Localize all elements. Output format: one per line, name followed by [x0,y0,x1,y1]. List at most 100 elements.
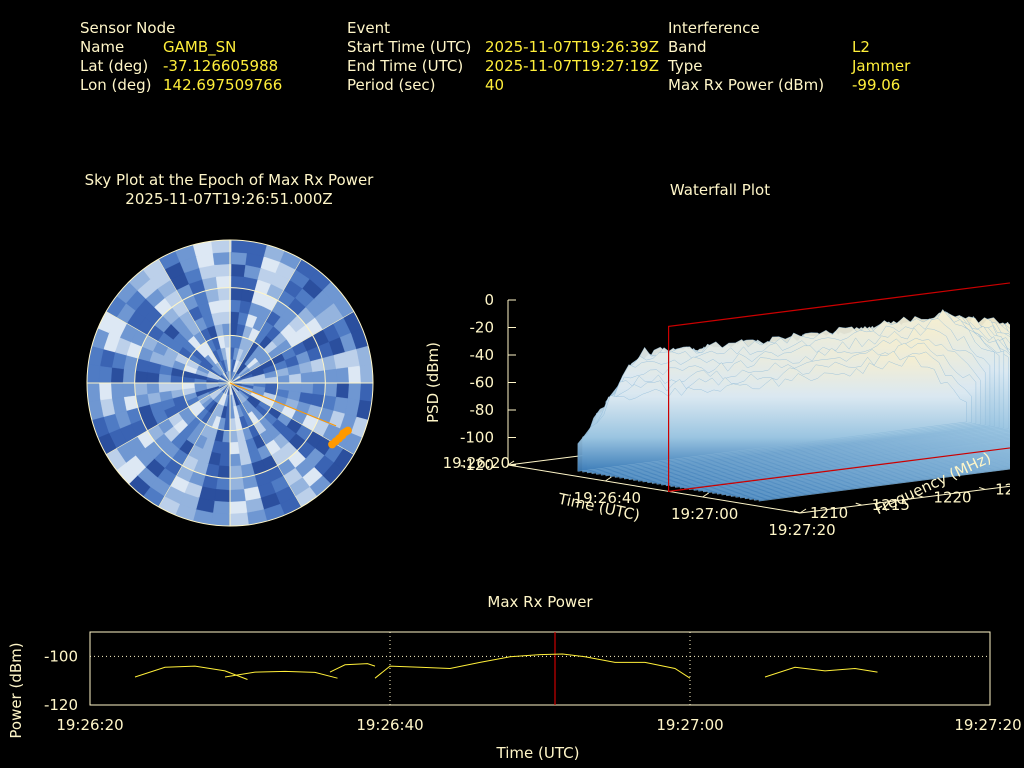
sky-azimuth-line [106,311,231,384]
maxrx-x-tick-label: 19:27:20 [954,716,1021,734]
sky-bearing-line [229,382,337,427]
sensor-node-heading: Sensor Node [80,19,176,37]
waterfall-z-tick-label: 0 [484,291,494,309]
interference-type-label: Type [668,57,703,75]
sky-azimuth-line [158,259,231,384]
interference-heading: Interference [668,19,760,37]
waterfall-z-tick-label: -60 [470,374,495,392]
sky-cell [336,367,350,385]
interference-maxrx-label: Max Rx Power (dBm) [668,76,825,94]
event-heading: Event [347,19,390,37]
sky-cell [134,381,148,396]
sky-cell [211,240,232,254]
waterfall-time-tick-label: 19:26:20 [443,454,510,472]
interference-band-label: Band [668,38,707,56]
maxrx-title: Max Rx Power [487,593,593,611]
waterfall-z-tick-label: -100 [460,429,494,447]
sky-plot [86,239,374,527]
maxrx-series-segment [329,663,376,673]
waterfall-surface-ridge [577,356,967,472]
maxrx-x-tick-label: 19:26:40 [356,716,423,734]
interference-maxrx-value: -99.06 [852,76,901,94]
sensor-lon-value: 142.697509766 [163,76,283,94]
sensor-lat-label: Lat (deg) [80,57,149,75]
event-period-label: Period (sec) [347,76,436,94]
sky-cell [218,298,231,313]
waterfall-z-tick-label: -80 [470,401,495,419]
sky-azimuth-line [229,259,302,384]
sky-cell [122,381,136,398]
waterfall-time-tick [799,508,807,514]
sky-azimuth-line [229,311,354,384]
sky-cell [220,310,231,325]
waterfall-z-tick-label: -20 [470,319,495,337]
sky-cell [359,382,373,404]
sky-cell [110,381,124,399]
waterfall-title: Waterfall Plot [669,181,771,199]
sensor-name-value: GAMB_SN [163,38,237,56]
waterfall-time-tick [605,476,612,482]
sky-track-point [328,440,337,449]
maxrx-y-label: Power (dBm) [7,642,25,738]
sky-cell [228,465,243,479]
sky-cell [228,477,245,491]
waterfall-z-tick-label: -120 [460,456,494,474]
sky-cell [209,512,231,526]
sky-cell [217,287,232,301]
sky-cell [228,489,246,503]
sky-cell [359,364,373,385]
event-start-label: Start Time (UTC) [347,38,472,56]
waterfall-time-tick-label: 19:26:40 [574,489,641,507]
waterfall-time-tick-label: 19:27:00 [671,505,738,523]
maxrx-series-segment [374,653,691,679]
waterfall-frequency-tick [917,494,924,498]
maxrx-series-segment [134,665,248,680]
maxrx-chart: -100 -120 19:26:20 19:26:40 19:27:00 19:27:20… [7,631,1022,760]
sky-cell [229,453,242,468]
waterfall-z-label: PSD (dBm) [424,342,442,423]
interference-band-value: L2 [852,38,870,56]
sky-cell [98,381,113,401]
maxrx-frame [89,631,991,706]
sky-cell [288,373,303,384]
sky-cell [214,263,232,277]
sensor-lat-value: -37.126605988 [163,57,279,75]
waterfall-frequency-tick-label: 1210 [810,504,848,522]
event-end-label: End Time (UTC) [347,57,464,75]
sky-cell [324,368,338,385]
waterfall-frequency-tick [855,502,862,506]
event-start-value: 2025-11-07T19:26:39Z [485,38,659,56]
sensor-lon-label: Lon (deg) [80,76,152,94]
sky-cell [347,365,362,385]
sky-cell [169,382,183,392]
waterfall-frequency-tick [978,486,986,490]
sensor-name-label: Name [80,38,125,56]
waterfall-time-tick-label: 19:27:20 [768,521,835,539]
sky-azimuth-line [229,382,302,507]
waterfall-epoch-plane [668,282,1010,493]
event-period-value: 40 [485,76,505,94]
sky-cell [228,512,249,526]
sky-cell [145,382,160,395]
sky-cell [229,441,240,456]
waterfall-plot: 0 -20 -40 -60 -80 -100 -120 PSD (dBm) 19:26:20 19… [424,282,1010,539]
maxrx-x-tick-label: 19:27:00 [656,716,723,734]
waterfall-frequency-tick-label: 1215 [872,496,910,514]
waterfall-time-axis [507,464,801,514]
waterfall-z-tick-label: -40 [470,346,495,364]
sky-cell [215,275,232,289]
sky-cell [221,322,231,336]
maxrx-x-label: Time (UTC) [496,744,580,760]
sky-cell [277,374,291,384]
waterfall-time-tick [507,460,515,466]
skyplot-title: Sky Plot at the Epoch of Max Rx Power [84,171,374,189]
sky-cell [312,370,326,385]
waterfall-frequency-tick-label: 1220 [933,488,971,506]
sky-cell [157,382,172,393]
maxrx-series-segment [764,666,878,678]
sky-cell [87,362,101,384]
sky-cell [228,500,248,515]
maxrx-y-tick-label: -120 [44,696,78,714]
event-end-value: 2025-11-07T19:27:19Z [485,57,659,75]
sky-cell [212,251,232,266]
